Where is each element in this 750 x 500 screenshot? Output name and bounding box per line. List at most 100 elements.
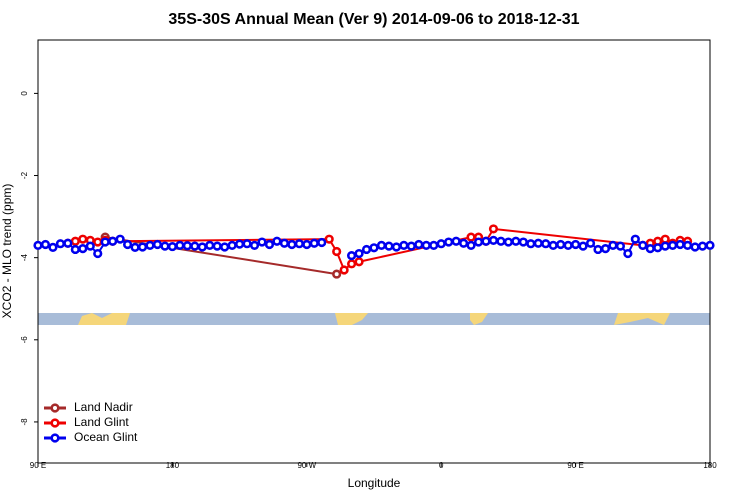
data-point (638, 240, 648, 250)
data-point (309, 238, 319, 248)
data-point (578, 241, 588, 251)
data-point (585, 238, 596, 248)
data-point (160, 241, 170, 251)
legend-label: Ocean Glint (74, 430, 138, 444)
data-point (48, 242, 58, 252)
data-point (593, 244, 603, 255)
data-point (526, 239, 536, 249)
data-point (615, 241, 626, 251)
data-point (473, 237, 484, 247)
data-point (205, 240, 215, 250)
data-point (429, 240, 439, 250)
data-point (78, 234, 88, 244)
data-point (481, 236, 491, 246)
legend-label: Land Nadir (74, 400, 133, 414)
data-point (444, 237, 454, 247)
data-point (496, 236, 506, 246)
data-point (488, 224, 499, 234)
data-point (570, 239, 581, 250)
data-point (630, 234, 640, 244)
data-point (376, 240, 387, 250)
data-point (317, 237, 327, 248)
x-tick-label: 90 E (30, 461, 46, 470)
data-point (332, 246, 342, 257)
data-point (145, 240, 155, 250)
data-point (347, 259, 357, 269)
data-point (354, 248, 364, 259)
data-point (63, 238, 73, 248)
land-ocean-strip (38, 313, 710, 325)
data-point (466, 240, 476, 250)
data-point (302, 239, 312, 250)
data-point (122, 239, 133, 250)
legend-marker (50, 403, 60, 413)
data-point (436, 239, 446, 249)
data-point (608, 240, 618, 250)
data-point (115, 234, 125, 244)
data-point (287, 239, 297, 250)
data-point (466, 232, 476, 242)
data-point (690, 242, 700, 252)
data-point (533, 238, 543, 248)
y-tick-label: -8 (20, 418, 29, 426)
y-tick-label: -4 (20, 254, 29, 262)
data-point (399, 240, 409, 250)
data-point (660, 234, 670, 244)
data-point (137, 242, 148, 252)
data-point (197, 242, 207, 252)
data-point (354, 257, 364, 267)
data-point (682, 240, 693, 250)
legend-label: Land Glint (74, 415, 129, 429)
x-tick-label: 180 (166, 461, 180, 470)
data-point (645, 244, 655, 254)
data-point (503, 237, 514, 247)
data-point (653, 243, 663, 253)
data-point (361, 244, 372, 255)
chart-title: 35S-30S Annual Mean (Ver 9) 2014-09-06 t… (168, 11, 579, 28)
y-tick-label: -6 (20, 336, 29, 344)
data-point (70, 236, 80, 246)
data-point (93, 237, 103, 247)
data-point (518, 237, 528, 247)
data-point (55, 239, 66, 249)
data-point (511, 236, 521, 246)
data-point (33, 240, 43, 250)
data-point (324, 234, 334, 244)
data-point (249, 240, 260, 250)
data-point (242, 239, 252, 249)
data-point (212, 241, 222, 251)
data-point (264, 239, 275, 250)
land-shape (470, 313, 488, 325)
data-point (339, 265, 349, 275)
ocean-strip (38, 313, 710, 325)
data-point (548, 240, 558, 250)
data-point (697, 241, 708, 251)
plot-frame (37, 39, 711, 464)
data-point (130, 242, 140, 252)
data-point (78, 244, 88, 254)
data-point (541, 239, 551, 249)
data-point (40, 239, 51, 250)
x-tick-label: 180 (703, 461, 717, 470)
data-point (294, 239, 304, 249)
data-point (167, 241, 177, 252)
data-point (93, 248, 103, 259)
data-point (556, 239, 566, 250)
data-point (279, 238, 290, 248)
land-shape (614, 313, 670, 325)
data-point (675, 239, 685, 250)
land-shape (78, 313, 130, 325)
y-tick-label: 0 (20, 91, 29, 96)
data-point (100, 237, 110, 247)
data-point (600, 244, 611, 254)
data-point (414, 239, 424, 250)
data-point (108, 236, 118, 246)
data-point (406, 241, 416, 251)
legend-marker (50, 418, 60, 428)
data-point (332, 269, 342, 279)
x-axis-label: Longitude (348, 476, 401, 490)
data-point (257, 237, 267, 247)
legend-marker (50, 433, 60, 443)
data-point (451, 236, 461, 246)
